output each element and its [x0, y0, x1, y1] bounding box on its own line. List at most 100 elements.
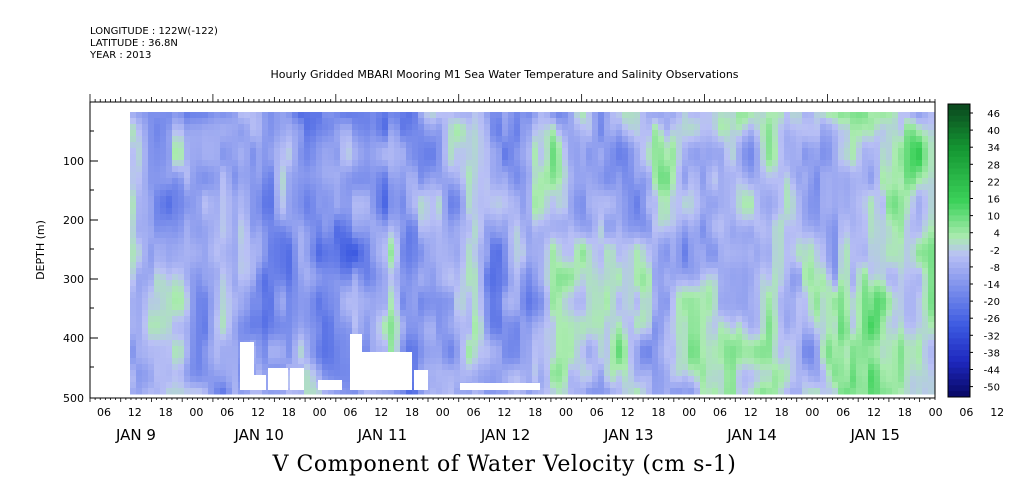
- heatmap-cell: [286, 142, 293, 149]
- heatmap-cell: [136, 202, 143, 209]
- heatmap-cell: [352, 220, 359, 227]
- heatmap-cell: [238, 316, 245, 323]
- heatmap-cell: [418, 232, 425, 239]
- heatmap-cell: [256, 142, 263, 149]
- heatmap-cell: [340, 154, 347, 161]
- heatmap-cell: [742, 340, 749, 347]
- heatmap-cell: [412, 178, 419, 185]
- heatmap-cell: [298, 208, 305, 215]
- heatmap-cell: [448, 304, 455, 311]
- heatmap-cell: [724, 352, 731, 359]
- heatmap-cell: [688, 214, 695, 221]
- heatmap-cell: [760, 172, 767, 179]
- heatmap-cell: [268, 262, 275, 269]
- heatmap-cell: [532, 238, 539, 245]
- heatmap-cell: [142, 226, 149, 233]
- heatmap-cell: [718, 358, 725, 365]
- heatmap-cell: [208, 370, 215, 377]
- heatmap-cell: [514, 142, 521, 149]
- heatmap-cell: [586, 214, 593, 221]
- heatmap-cell: [130, 268, 137, 275]
- heatmap-cell: [592, 256, 599, 263]
- heatmap-cell: [646, 370, 653, 377]
- heatmap-cell: [700, 376, 707, 383]
- heatmap-cell: [628, 184, 635, 191]
- heatmap-cell: [712, 238, 719, 245]
- heatmap-cell: [532, 340, 539, 347]
- heatmap-cell: [736, 226, 743, 233]
- heatmap-cell: [478, 238, 485, 245]
- heatmap-cell: [202, 352, 209, 359]
- heatmap-cell: [376, 184, 383, 191]
- heatmap-cell: [226, 166, 233, 173]
- heatmap-cell: [472, 322, 479, 329]
- heatmap-cell: [586, 208, 593, 215]
- heatmap-cell: [388, 292, 395, 299]
- heatmap-cell: [262, 370, 269, 377]
- heatmap-cell: [340, 142, 347, 149]
- heatmap-cell: [340, 364, 347, 371]
- heatmap-cell: [418, 322, 425, 329]
- heatmap-cell: [334, 376, 341, 383]
- heatmap-cell: [628, 190, 635, 197]
- heatmap-cell: [178, 364, 185, 371]
- heatmap-cell: [742, 304, 749, 311]
- heatmap-cell: [640, 280, 647, 287]
- heatmap-cell: [166, 136, 173, 143]
- heatmap-cell: [760, 280, 767, 287]
- heatmap-cell: [220, 172, 227, 179]
- heatmap-cell: [676, 154, 683, 161]
- heatmap-cell: [586, 298, 593, 305]
- heatmap-cell: [676, 166, 683, 173]
- heatmap-cell: [712, 298, 719, 305]
- heatmap-cell: [364, 118, 371, 125]
- heatmap-cell: [520, 376, 527, 383]
- heatmap-cell: [604, 232, 611, 239]
- heatmap-cell: [460, 166, 467, 173]
- heatmap-cell: [136, 340, 143, 347]
- heatmap-cell: [160, 256, 167, 263]
- heatmap-cell: [322, 130, 329, 137]
- heatmap-cell: [478, 190, 485, 197]
- heatmap-cell: [280, 268, 287, 275]
- heatmap-cell: [532, 130, 539, 137]
- heatmap-cell: [322, 184, 329, 191]
- heatmap-cell: [172, 166, 179, 173]
- heatmap-cell: [754, 304, 761, 311]
- heatmap-cell: [514, 178, 521, 185]
- heatmap-cell: [538, 184, 545, 191]
- heatmap-cell: [226, 268, 233, 275]
- heatmap-cell: [262, 274, 269, 281]
- heatmap-cell: [718, 304, 725, 311]
- heatmap-cell: [136, 334, 143, 341]
- heatmap-cell: [658, 196, 665, 203]
- heatmap-cell: [502, 274, 509, 281]
- heatmap-cell: [160, 202, 167, 209]
- heatmap-cell: [310, 190, 317, 197]
- heatmap-cell: [724, 310, 731, 317]
- heatmap-cell: [628, 232, 635, 239]
- heatmap-cell: [184, 286, 191, 293]
- heatmap-cell: [742, 328, 749, 335]
- heatmap-cell: [646, 388, 653, 395]
- heatmap-cell: [388, 130, 395, 137]
- heatmap-cell: [328, 112, 335, 119]
- heatmap-cell: [148, 118, 155, 125]
- heatmap-cell: [220, 202, 227, 209]
- heatmap-cell: [706, 292, 713, 299]
- heatmap-cell: [448, 238, 455, 245]
- heatmap-cell: [670, 142, 677, 149]
- heatmap-cell: [292, 172, 299, 179]
- heatmap-cell: [136, 256, 143, 263]
- heatmap-cell: [340, 298, 347, 305]
- heatmap-cell: [478, 280, 485, 287]
- heatmap-cell: [154, 364, 161, 371]
- heatmap-cell: [256, 160, 263, 167]
- heatmap-cell: [628, 310, 635, 317]
- heatmap-cell: [526, 232, 533, 239]
- heatmap-cell: [652, 202, 659, 209]
- heatmap-cell: [502, 376, 509, 383]
- heatmap-cell: [544, 136, 551, 143]
- heatmap-cell: [586, 112, 593, 119]
- heatmap-cell: [694, 382, 701, 389]
